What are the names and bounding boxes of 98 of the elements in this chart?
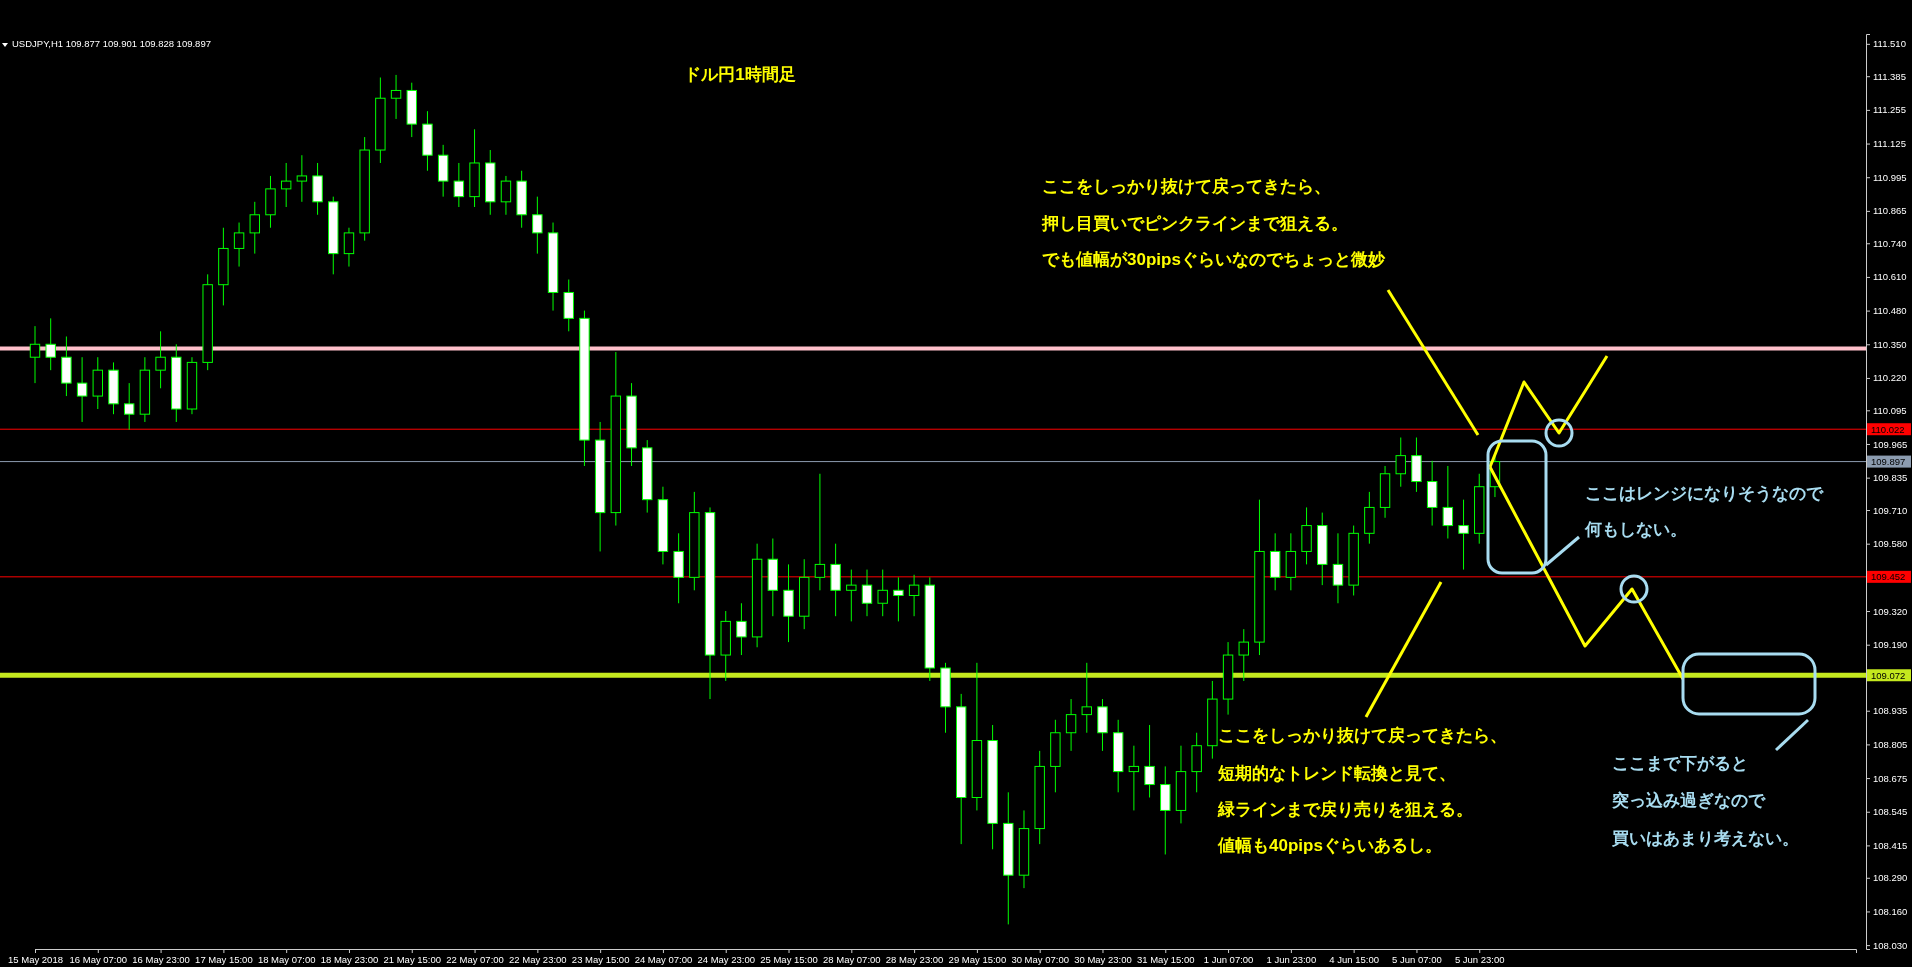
annotation: 何もしない。 xyxy=(1584,519,1687,539)
annotation: 短期的なトレンド転換と見て、 xyxy=(1217,763,1456,783)
x-tick-label: 24 May 23:00 xyxy=(697,953,756,965)
candlestick xyxy=(233,222,245,268)
candlestick xyxy=(908,574,920,617)
y-tick-label: 109.190 xyxy=(1873,639,1908,651)
candlestick xyxy=(29,325,41,384)
y-tick-label: 110.480 xyxy=(1873,305,1907,317)
candlestick xyxy=(1458,499,1469,571)
y-tick-label: 111.255 xyxy=(1873,104,1906,116)
candlestick xyxy=(1332,532,1344,604)
candlestick xyxy=(123,382,135,431)
ref-line-label: 109.072 xyxy=(1871,669,1906,681)
y-tick-label: 109.965 xyxy=(1873,438,1908,450)
y-tick-label: 109.835 xyxy=(1873,472,1908,484)
y-tick-label: 110.350 xyxy=(1873,338,1907,350)
y-tick-label: 110.610 xyxy=(1873,271,1907,283)
x-tick-label: 16 May 23:00 xyxy=(132,953,190,965)
x-tick-label: 16 May 07:00 xyxy=(69,953,128,965)
candlestick xyxy=(1442,465,1454,540)
candlestick xyxy=(814,473,826,591)
candlestick xyxy=(1081,662,1092,734)
y-tick-label: 111.125 xyxy=(1873,138,1906,150)
annotation: ここをしっかり抜けて戻ってきたら、 xyxy=(1218,725,1507,745)
x-tick-label: 5 Jun 23:00 xyxy=(1454,953,1505,965)
annotation: でも値幅が30pipsぐらいなのでちょっと微妙 xyxy=(1042,249,1386,269)
x-tick-label: 28 May 23:00 xyxy=(885,953,944,965)
y-tick-label: 110.995 xyxy=(1873,171,1907,183)
candlestick xyxy=(736,602,747,656)
x-tick-label: 15 May 2018 xyxy=(8,953,63,965)
y-tick-label: 110.740 xyxy=(1873,237,1907,249)
ref-line-label: 109.452 xyxy=(1871,571,1906,583)
candlestick xyxy=(877,569,888,617)
y-tick-label: 110.095 xyxy=(1873,404,1907,416)
y-tick-label: 108.545 xyxy=(1873,806,1908,818)
candlestick xyxy=(893,576,904,622)
x-tick-label: 22 May 23:00 xyxy=(509,953,567,965)
y-tick-label: 108.415 xyxy=(1873,839,1908,851)
text: ドル円1時間足 xyxy=(684,65,796,84)
y-tick-label: 110.865 xyxy=(1873,205,1907,217)
y-tick-label: 111.510 xyxy=(1873,38,1906,50)
chart-subtitle: USDJPY,H1 109.877 109.901 109.828 109.897 xyxy=(12,38,211,49)
ref-line-label: 109.897 xyxy=(1871,455,1906,467)
candlestick xyxy=(343,227,355,268)
y-tick-label: 110.220 xyxy=(1873,372,1907,384)
x-tick-label: 21 May 15:00 xyxy=(383,953,442,965)
x-tick-label: 25 May 15:00 xyxy=(760,953,818,965)
candlestick xyxy=(453,162,465,208)
y-tick-label: 108.935 xyxy=(1873,705,1908,717)
candlestick xyxy=(1065,698,1077,752)
candlestick xyxy=(390,74,402,120)
ref-line-label: 110.022 xyxy=(1871,423,1905,435)
y-tick-label: 111.385 xyxy=(1873,70,1906,82)
x-tick-label: 1 Jun 07:00 xyxy=(1203,953,1254,965)
x-tick-label: 28 May 07:00 xyxy=(823,953,881,965)
y-tick-label: 108.290 xyxy=(1873,872,1908,884)
y-tick-label: 109.580 xyxy=(1873,538,1908,550)
x-tick-label: 31 May 15:00 xyxy=(1136,953,1195,965)
candlestick xyxy=(846,569,857,622)
x-tick-label: 29 May 15:00 xyxy=(948,953,1007,965)
annotation: 買いはあまり考えない。 xyxy=(1611,828,1799,848)
x-tick-label: 23 May 15:00 xyxy=(571,953,630,965)
x-tick-label: 24 May 07:00 xyxy=(634,953,693,965)
candlestick xyxy=(861,569,873,617)
candlestick xyxy=(155,330,166,389)
annotation: ここをしっかり抜けて戻ってきたら、 xyxy=(1042,176,1331,196)
candlestick xyxy=(1128,745,1140,811)
annotation: 緑ラインまで戻り売りを狙える。 xyxy=(1217,799,1473,819)
candlestick xyxy=(280,162,292,208)
y-tick-label: 108.160 xyxy=(1873,905,1908,917)
x-tick-label: 18 May 23:00 xyxy=(320,953,379,965)
y-tick-label: 108.805 xyxy=(1873,738,1908,750)
x-tick-label: 4 Jun 15:00 xyxy=(1329,953,1379,965)
x-tick-label: 1 Jun 23:00 xyxy=(1266,953,1317,965)
candlestick xyxy=(532,196,543,255)
annotation: ここはレンジになりそうなので xyxy=(1585,483,1824,503)
y-tick-label: 109.320 xyxy=(1873,605,1908,617)
annotation: ここまで下がると xyxy=(1612,753,1748,773)
candlestick xyxy=(500,175,512,216)
annotation: 突っ込み過ぎなので xyxy=(1611,790,1766,810)
y-tick-label: 108.030 xyxy=(1873,939,1908,951)
annotation: 押し目買いでピンクラインまで狙える。 xyxy=(1041,213,1348,233)
annotation: 値幅も40pipsぐらいあるし。 xyxy=(1217,835,1442,855)
candlestick xyxy=(76,356,88,423)
x-tick-label: 22 May 07:00 xyxy=(446,953,504,965)
candlestick xyxy=(296,154,308,203)
x-tick-label: 30 May 07:00 xyxy=(1011,953,1069,965)
x-tick-label: 17 May 15:00 xyxy=(195,953,253,965)
y-tick-label: 109.710 xyxy=(1873,504,1908,516)
y-tick-label: 108.675 xyxy=(1873,772,1908,784)
candlestick xyxy=(249,201,260,255)
candlestick xyxy=(1144,724,1155,798)
candlestick xyxy=(1395,437,1406,488)
candlestick xyxy=(1238,628,1249,682)
x-tick-label: 18 May 07:00 xyxy=(257,953,316,965)
x-tick-label: 30 May 23:00 xyxy=(1074,953,1132,965)
x-tick-label: 5 Jun 07:00 xyxy=(1392,953,1442,965)
candlestick xyxy=(45,317,56,371)
